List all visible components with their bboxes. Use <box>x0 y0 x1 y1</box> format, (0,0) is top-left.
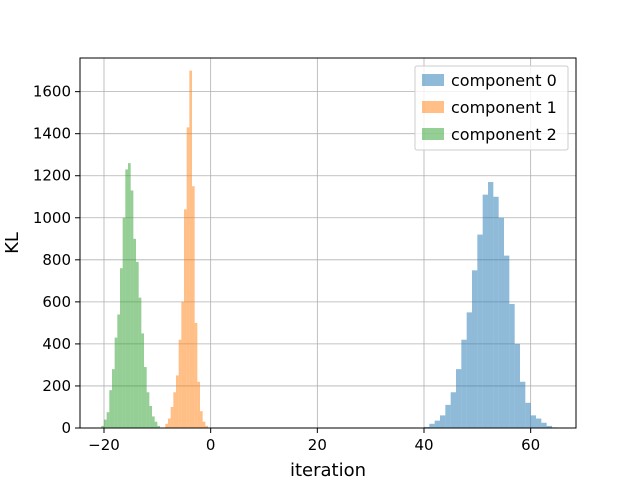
y-tick-label: 1400 <box>33 125 71 143</box>
histogram-bar <box>192 186 195 428</box>
histogram-bar <box>170 406 174 428</box>
histogram-bar <box>493 196 499 428</box>
histogram-bar <box>200 411 203 428</box>
histogram-bar <box>122 217 126 428</box>
histogram-bar <box>178 339 182 428</box>
histogram-bar <box>136 261 139 428</box>
histogram-bar <box>498 217 504 428</box>
x-tick-label: 40 <box>414 436 433 454</box>
histogram-bar <box>117 314 120 428</box>
y-tick-label: 0 <box>61 419 71 437</box>
legend-swatch <box>422 101 444 113</box>
y-tick-label: 1200 <box>33 167 71 185</box>
histogram-bar <box>184 209 187 428</box>
histogram-bar <box>120 268 123 428</box>
y-tick-label: 1000 <box>33 209 71 227</box>
histogram-bar <box>546 425 552 428</box>
histogram-bar <box>181 301 184 428</box>
histogram-bar <box>138 297 142 428</box>
y-axis-label: KL <box>2 232 23 254</box>
histogram-bar <box>525 402 531 428</box>
histogram-bar <box>466 312 472 428</box>
x-axis-label: iteration <box>290 460 366 480</box>
histogram-bar <box>450 392 456 428</box>
x-tick-label: 20 <box>308 436 327 454</box>
histogram-bar <box>541 422 547 428</box>
y-tick-label: 400 <box>42 335 71 353</box>
series-0-bars <box>424 182 558 428</box>
histogram-bar <box>429 423 435 428</box>
histogram-bar <box>197 381 200 428</box>
legend-label: component 1 <box>451 98 557 117</box>
histogram-bar <box>128 163 131 428</box>
histogram-bar <box>194 322 198 428</box>
histogram-bar <box>112 369 115 428</box>
histogram-bar <box>424 426 430 428</box>
histogram-bar <box>176 375 179 428</box>
histogram-bar <box>168 418 171 428</box>
histogram-bar <box>125 169 128 428</box>
axes-frame <box>79 57 577 429</box>
histogram-bar <box>114 337 118 428</box>
histogram-bar <box>504 255 510 428</box>
histogram-bar <box>186 127 190 428</box>
x-tick-label: 0 <box>206 436 216 454</box>
x-tick-label: −20 <box>88 436 120 454</box>
legend-swatch <box>422 74 444 86</box>
histogram-bar <box>152 416 155 428</box>
histogram-bar <box>154 421 158 428</box>
histogram-bar <box>482 194 488 428</box>
histogram-bar <box>109 390 112 428</box>
y-tick-label: 1600 <box>33 83 71 101</box>
histogram-bar <box>165 423 168 428</box>
histogram-bar <box>514 343 520 428</box>
histogram-bar <box>456 369 462 428</box>
histogram-bar <box>106 412 110 428</box>
series-2-bars <box>101 163 160 428</box>
legend-label: component 0 <box>451 71 557 90</box>
histogram-bars <box>101 70 558 428</box>
histogram-bar <box>144 367 147 428</box>
y-tick-label: 800 <box>42 251 71 269</box>
histogram-bar <box>130 190 134 428</box>
histogram-bar <box>173 392 176 428</box>
y-tick-label: 200 <box>42 377 71 395</box>
histogram-bar <box>133 238 136 428</box>
histogram-bar <box>472 270 478 428</box>
histogram-bar <box>157 425 160 428</box>
histogram-bar <box>146 392 150 428</box>
histogram-bar <box>434 420 440 428</box>
histogram-bar <box>101 425 104 428</box>
legend-swatch <box>422 128 444 140</box>
y-tick-label: 600 <box>42 293 71 311</box>
legend-box <box>414 65 569 151</box>
histogram-bar <box>536 418 542 428</box>
legend-label: component 2 <box>451 125 557 144</box>
histogram-bar <box>509 303 515 428</box>
histogram-bar <box>189 70 192 428</box>
histogram-bar <box>104 419 107 428</box>
histogram-bar <box>488 182 494 428</box>
histogram-bar <box>477 234 483 428</box>
histogram-bar <box>202 421 206 428</box>
legend: component 0 component 1 component 2 <box>414 65 569 151</box>
histogram-bar <box>149 405 152 428</box>
x-tick-label: 60 <box>521 436 540 454</box>
histogram-bar <box>530 415 536 428</box>
histogram-bar <box>205 425 208 428</box>
histogram-bar <box>461 339 467 428</box>
histogram-bar <box>141 333 144 428</box>
histogram-bar <box>440 415 446 428</box>
histogram-bar <box>445 404 451 428</box>
series-1-bars <box>165 70 208 428</box>
histogram-bar <box>520 381 526 428</box>
